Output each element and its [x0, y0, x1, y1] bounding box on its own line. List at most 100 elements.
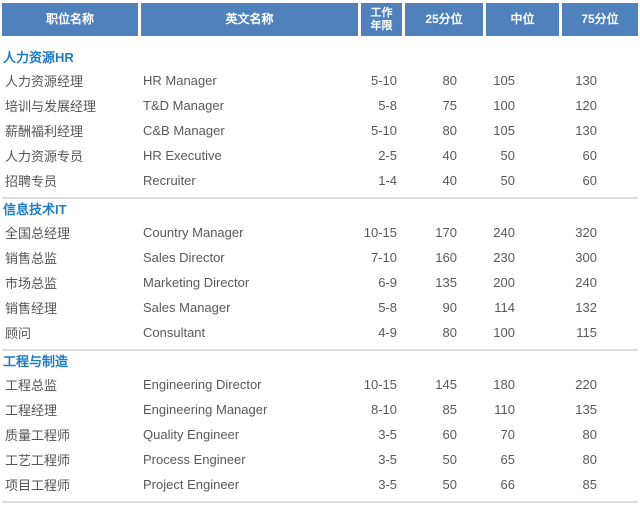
salary-section: 工程与制造 工程总监 Engineering Director 10-15 14… — [0, 353, 640, 497]
percentile25-cell: 75 — [442, 98, 457, 113]
section-divider — [2, 197, 638, 199]
percentile75-cell: 60 — [582, 173, 597, 188]
section-title: 人力资源HR — [3, 50, 74, 65]
work-years-cell: 10-15 — [363, 225, 397, 240]
english-name-cell: Recruiter — [143, 173, 196, 188]
position-name-cell: 薪酬福利经理 — [5, 124, 84, 139]
median-cell: 230 — [493, 250, 515, 265]
work-years-cell: 3-5 — [378, 427, 397, 442]
english-name-cell: Marketing Director — [143, 275, 250, 290]
header-cell-position: 职位名称 — [2, 3, 138, 36]
percentile25-cell: 60 — [442, 427, 457, 442]
table-row: 培训与发展经理 T&D Manager 5-8 75 100 120 — [2, 93, 638, 118]
work-years-cell: 5-10 — [370, 73, 397, 88]
table-row: 项目工程师 Project Engineer 3-5 50 66 85 — [2, 472, 638, 497]
section-rows: 工程总监 Engineering Director 10-15 145 180 … — [0, 372, 640, 497]
percentile25-cell: 40 — [442, 148, 457, 163]
work-years-cell: 10-15 — [363, 377, 397, 392]
work-years-cell: 2-5 — [378, 148, 397, 163]
work-years-cell: 5-10 — [370, 123, 397, 138]
position-name-cell: 销售经理 — [5, 301, 58, 316]
percentile25-cell: 135 — [435, 275, 457, 290]
section-rows: 全国总经理 Country Manager 10-15 170 240 320 … — [0, 220, 640, 345]
percentile25-cell: 145 — [435, 377, 457, 392]
table-row: 市场总监 Marketing Director 6-9 135 200 240 — [2, 270, 638, 295]
table-row: 质量工程师 Quality Engineer 3-5 60 70 80 — [2, 422, 638, 447]
median-cell: 180 — [493, 377, 515, 392]
position-name-cell: 全国总经理 — [5, 226, 71, 241]
table-row: 工程经理 Engineering Manager 8-10 85 110 135 — [2, 397, 638, 422]
header-cell-years: 工作 年限 — [361, 3, 402, 36]
median-cell: 66 — [500, 477, 515, 492]
section-divider — [2, 349, 638, 351]
median-cell: 70 — [500, 427, 515, 442]
table-row: 人力资源专员 HR Executive 2-5 40 50 60 — [2, 143, 638, 168]
english-name-cell: HR Manager — [143, 73, 217, 88]
position-name-cell: 质量工程师 — [5, 428, 71, 443]
position-name-cell: 项目工程师 — [5, 478, 71, 493]
english-name-cell: Process Engineer — [143, 452, 246, 467]
work-years-cell: 5-8 — [378, 98, 397, 113]
english-name-cell: Engineering Director — [143, 377, 262, 392]
work-years-cell: 1-4 — [378, 173, 397, 188]
position-name-cell: 市场总监 — [5, 276, 58, 291]
percentile75-cell: 300 — [575, 250, 597, 265]
section-rows: 人力资源经理 HR Manager 5-10 80 105 130 培训与发展经… — [0, 68, 640, 193]
work-years-cell: 7-10 — [370, 250, 397, 265]
percentile75-cell: 220 — [575, 377, 597, 392]
position-name-cell: 工程经理 — [5, 403, 58, 418]
position-name-cell: 工程总监 — [5, 378, 58, 393]
percentile75-cell: 320 — [575, 225, 597, 240]
table-row: 全国总经理 Country Manager 10-15 170 240 320 — [2, 220, 638, 245]
position-name-cell: 销售总监 — [5, 251, 58, 266]
median-cell: 50 — [500, 173, 515, 188]
percentile25-cell: 160 — [435, 250, 457, 265]
percentile25-cell: 80 — [442, 325, 457, 340]
table-row: 工程总监 Engineering Director 10-15 145 180 … — [2, 372, 638, 397]
section-title: 信息技术IT — [3, 202, 67, 217]
median-cell: 200 — [493, 275, 515, 290]
position-name-cell: 招聘专员 — [5, 174, 58, 189]
median-cell: 240 — [493, 225, 515, 240]
table-body: 人力资源HR 人力资源经理 HR Manager 5-10 80 105 130… — [0, 49, 640, 503]
median-cell: 110 — [494, 402, 515, 417]
percentile25-cell: 85 — [442, 402, 457, 417]
english-name-cell: Sales Manager — [143, 300, 231, 315]
work-years-cell: 5-8 — [378, 300, 397, 315]
work-years-cell: 8-10 — [370, 402, 397, 417]
position-name-cell: 工艺工程师 — [5, 453, 71, 468]
section-title: 工程与制造 — [3, 354, 69, 369]
percentile75-cell: 132 — [575, 300, 597, 315]
work-years-cell: 3-5 — [378, 477, 397, 492]
median-cell: 50 — [500, 148, 515, 163]
english-name-cell: Quality Engineer — [143, 427, 240, 442]
english-name-cell: Project Engineer — [143, 477, 240, 492]
english-name-cell: Consultant — [143, 325, 206, 340]
english-name-cell: Engineering Manager — [143, 402, 268, 417]
english-name-cell: T&D Manager — [143, 98, 224, 113]
header-cell-english: 英文名称 — [141, 3, 358, 36]
table-row: 薪酬福利经理 C&B Manager 5-10 80 105 130 — [2, 118, 638, 143]
median-cell: 100 — [493, 98, 515, 113]
english-name-cell: HR Executive — [143, 148, 222, 163]
header-cell-p75: 75分位 — [562, 3, 638, 36]
table-row: 招聘专员 Recruiter 1-4 40 50 60 — [2, 168, 638, 193]
salary-section: 信息技术IT 全国总经理 Country Manager 10-15 170 2… — [0, 201, 640, 345]
table-row: 顾问 Consultant 4-9 80 100 115 — [2, 320, 638, 345]
position-name-cell: 人力资源经理 — [5, 74, 84, 89]
english-name-cell: Country Manager — [143, 225, 244, 240]
percentile25-cell: 90 — [442, 300, 457, 315]
english-name-cell: C&B Manager — [143, 123, 225, 138]
work-years-cell: 6-9 — [378, 275, 397, 290]
median-cell: 65 — [500, 452, 515, 467]
median-cell: 105 — [493, 73, 515, 88]
position-name-cell: 培训与发展经理 — [5, 99, 97, 114]
percentile75-cell: 120 — [575, 98, 597, 113]
percentile25-cell: 80 — [442, 123, 457, 138]
header-cell-median: 中位 — [486, 3, 559, 36]
header-cell-p25: 25分位 — [405, 3, 483, 36]
median-cell: 114 — [494, 300, 515, 315]
percentile25-cell: 50 — [442, 452, 457, 467]
work-years-cell: 4-9 — [378, 325, 397, 340]
